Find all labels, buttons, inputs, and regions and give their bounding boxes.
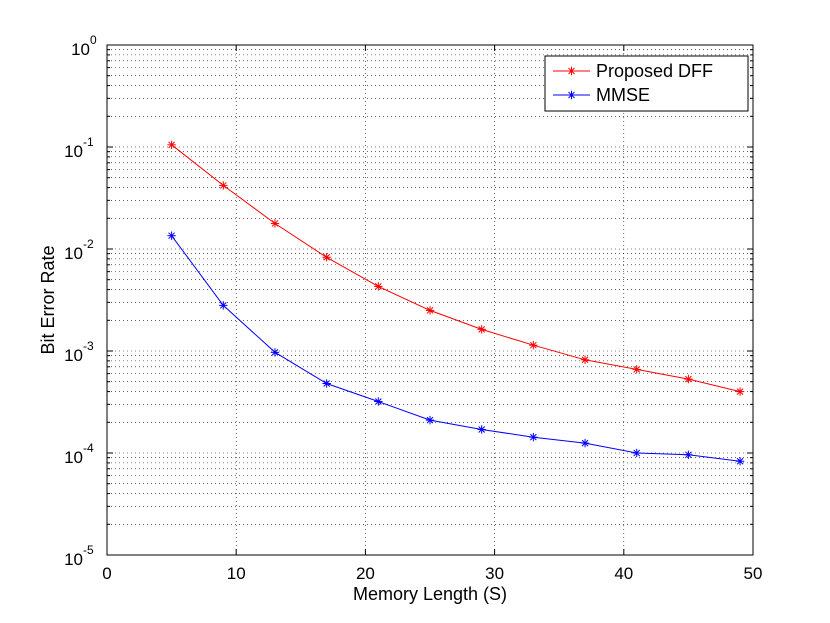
data-point [477,425,486,434]
y-tick-base: 10 [64,244,83,263]
data-point [632,448,641,458]
tick-marks [106,45,754,555]
data-point [529,432,538,442]
data-point [167,140,176,150]
data-point [374,282,383,291]
data-point [270,348,280,357]
data-point [270,219,280,228]
y-axis-label: Bit Error Rate [38,245,58,354]
legend: Proposed DFF MMSE [544,55,749,112]
legend-entry: Proposed DFF [553,61,713,81]
series-lines [167,140,745,466]
legend-label: MMSE [596,85,650,105]
data-point [735,387,745,396]
data-point [219,181,228,190]
y-tick-exponent: -4 [83,441,94,455]
data-point [322,253,331,262]
plot-frame [106,44,754,556]
legend-entry: MMSE [553,85,650,105]
data-point [580,355,590,364]
series-line-0 [171,144,741,393]
data-point [632,365,641,374]
series-line-1 [171,235,741,462]
data-point [374,397,383,406]
x-tick-label: 0 [102,564,111,583]
legend-marker [567,90,576,100]
x-tick-label: 30 [485,564,504,583]
y-tick-base: 10 [64,142,83,161]
legend-entries: Proposed DFF MMSE [553,61,713,105]
y-tick-exponent: -1 [83,135,94,149]
data-point [529,340,538,350]
data-point [322,379,331,388]
data-point [684,450,693,460]
legend-label: Proposed DFF [596,61,713,81]
y-tick-label: 10 0 [71,33,97,59]
data-point [167,231,176,240]
y-tick-exponent: -3 [83,339,94,353]
y-tick-label: 10 -4 [64,441,94,467]
data-point [219,301,228,310]
y-tick-label: 10 -3 [64,339,94,365]
x-tick-label: 20 [356,564,375,583]
grid-lines [107,45,753,555]
x-tick-label: 10 [227,564,246,583]
legend-box [544,55,749,112]
legend-marker [567,66,576,76]
x-axis-label: Memory Length (S) [353,584,507,604]
x-tick-labels: 0 10 20 30 40 50 [102,564,762,583]
y-tick-base: 10 [64,550,83,569]
x-tick-label: 50 [744,564,763,583]
y-tick-label: 10 -2 [64,237,94,263]
data-point [580,438,590,448]
data-point [684,374,693,384]
x-tick-label: 40 [614,564,633,583]
data-point [425,415,435,425]
data-point [425,306,435,315]
y-tick-base: 10 [64,448,83,467]
y-tick-base: 10 [71,40,90,59]
data-point [735,457,745,466]
data-point [477,325,486,334]
y-tick-label: 10 -5 [64,543,94,569]
y-tick-base: 10 [64,346,83,365]
y-tick-exponent: -5 [83,543,94,557]
y-tick-exponent: 0 [90,33,97,47]
y-tick-exponent: -2 [83,237,94,251]
y-tick-label: 10 -1 [64,135,94,161]
